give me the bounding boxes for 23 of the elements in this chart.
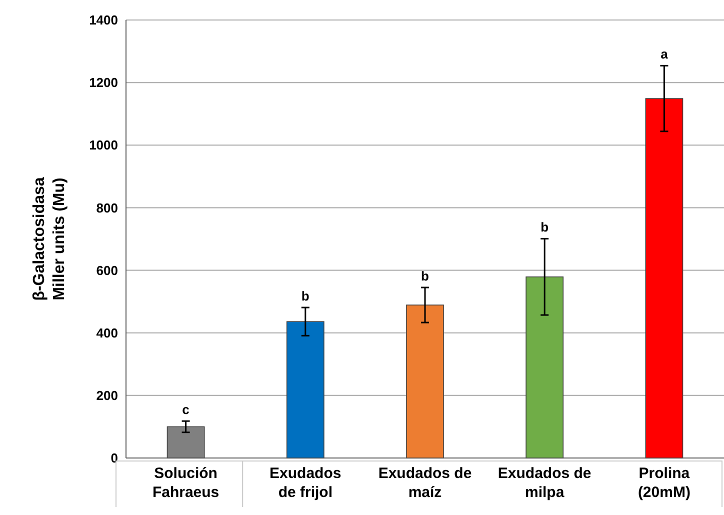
- x-tick-label: Exudados de frijol: [270, 465, 342, 501]
- annotation: a: [660, 46, 669, 62]
- y-tick-label: 400: [96, 325, 118, 340]
- x-tick-label: Exudados de maíz: [378, 465, 472, 501]
- annotation: b: [540, 220, 549, 235]
- y-tick-label: 200: [96, 388, 118, 403]
- x-tick-label: Prolina (20mM): [638, 465, 690, 501]
- x-tick-label: Exudados de milpa: [498, 465, 592, 501]
- y-tick-label: 1400: [89, 12, 118, 28]
- annotation: c: [182, 402, 190, 418]
- x-tick-label: Solución Fahraeus: [152, 465, 220, 501]
- bar: [406, 304, 444, 458]
- y-tick-label: 800: [96, 200, 118, 216]
- bar: [526, 276, 564, 458]
- bar: [286, 321, 324, 458]
- y-tick-label: 600: [96, 262, 118, 278]
- y-tick-label: 1200: [89, 75, 118, 90]
- bar: [166, 426, 205, 458]
- y-axis-title: β-Galactosidasa Miller units (Mu): [31, 177, 68, 301]
- bar: [645, 98, 684, 458]
- y-tick-label: 1000: [89, 138, 118, 153]
- annotation: b: [421, 268, 430, 284]
- annotation: b: [301, 288, 310, 304]
